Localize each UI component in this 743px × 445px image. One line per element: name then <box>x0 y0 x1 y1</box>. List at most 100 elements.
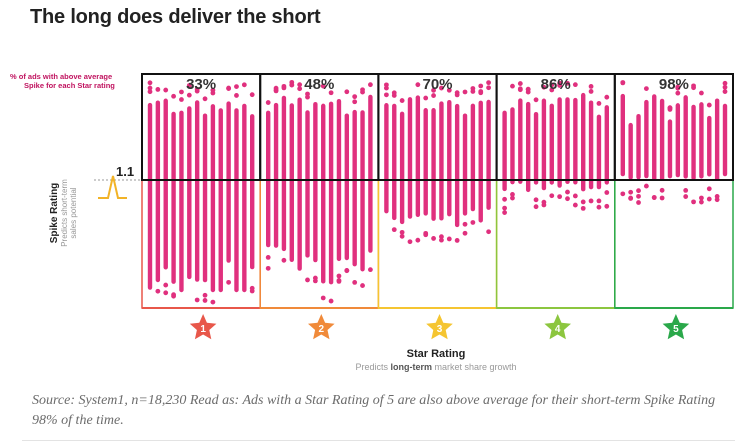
point-2-7-3 <box>312 278 318 284</box>
point-4-14-2 <box>604 203 610 209</box>
point-4-5-2 <box>533 197 539 203</box>
point-4-14-3 <box>604 190 610 195</box>
point-4-13-2 <box>596 198 602 204</box>
point-3-11-1 <box>462 89 468 95</box>
star-label-1: 1 <box>200 324 206 335</box>
point-2-5-3 <box>297 86 303 92</box>
point-5-14-1 <box>722 84 728 90</box>
point-3-13-3 <box>478 90 484 96</box>
point-3-13-2 <box>478 83 484 89</box>
point-4-6-3 <box>541 202 547 208</box>
point-5-12-2 <box>706 196 712 202</box>
point-1-9-2 <box>210 90 216 96</box>
point-5-3-1 <box>636 193 641 199</box>
point-1-14-2 <box>249 288 255 294</box>
star-label-5: 5 <box>673 324 679 335</box>
point-1-8-1 <box>202 298 208 303</box>
point-2-1-1 <box>265 100 271 105</box>
point-3-14-3 <box>486 229 491 235</box>
point-1-7-1 <box>194 297 200 303</box>
point-2-9-2 <box>328 90 334 96</box>
point-2-12-2 <box>352 280 358 285</box>
point-4-12-2 <box>588 89 594 94</box>
star-4-icon <box>544 314 571 340</box>
point-1-1-1 <box>147 89 153 95</box>
star-label-4: 4 <box>555 324 561 335</box>
point-1-3-1 <box>163 282 169 288</box>
point-1-8-2 <box>202 292 208 298</box>
point-2-3-2 <box>281 257 287 263</box>
star-5-icon <box>662 314 690 340</box>
point-4-7-2 <box>549 82 555 88</box>
point-5-8-1 <box>675 90 681 96</box>
point-2-10-2 <box>336 273 342 279</box>
point-4-1-2 <box>502 205 507 211</box>
point-1-11-3 <box>226 279 232 285</box>
spike-icon <box>98 175 127 199</box>
point-1-6-2 <box>186 83 192 89</box>
chart-caption: Source: System1, n=18,230 Read as: Ads w… <box>32 393 716 428</box>
point-4-11-2 <box>580 199 586 205</box>
point-4-1-1 <box>502 210 507 215</box>
point-4-5-1 <box>533 97 539 103</box>
point-3-8-3 <box>439 234 444 240</box>
top-note-line2: Spike for each Star rating <box>24 81 115 90</box>
point-1-3-3 <box>163 290 169 296</box>
point-3-6-3 <box>423 232 429 238</box>
point-5-12-3 <box>706 102 712 108</box>
point-1-5-1 <box>179 97 184 102</box>
point-1-12-1 <box>234 93 239 98</box>
point-4-8-3 <box>557 80 563 86</box>
star-label-2: 2 <box>319 324 325 335</box>
point-1-11-2 <box>226 85 232 91</box>
percent-label-3: 70% <box>422 76 452 93</box>
point-4-12-3 <box>588 198 594 204</box>
point-2-6-2 <box>305 94 310 100</box>
point-3-1-3 <box>384 82 389 88</box>
point-3-7-1 <box>431 87 436 93</box>
point-3-2-3 <box>391 93 397 98</box>
point-5-14-2 <box>722 89 728 94</box>
point-3-2-1 <box>391 227 397 233</box>
point-5-6-1 <box>659 195 665 201</box>
point-3-14-1 <box>486 85 491 91</box>
point-4-9-2 <box>565 189 570 195</box>
percent-label-5: 98% <box>659 76 689 93</box>
point-4-14-1 <box>604 94 610 100</box>
point-2-10-3 <box>336 278 342 283</box>
bottom-divider <box>22 440 735 441</box>
point-1-12-3 <box>234 84 239 90</box>
point-1-5-3 <box>179 89 184 95</box>
point-1-4-2 <box>171 93 176 99</box>
point-2-2-3 <box>273 88 279 94</box>
x-axis-title: Star Rating <box>407 348 466 360</box>
point-2-13-2 <box>360 87 365 93</box>
point-5-9-1 <box>683 194 689 199</box>
point-3-10-2 <box>454 238 460 243</box>
point-5-11-3 <box>699 90 704 96</box>
x-axis-subtitle: Predicts long-term market share growth <box>355 362 516 372</box>
point-5-1-3 <box>620 80 626 85</box>
star-label-3: 3 <box>437 324 443 335</box>
point-4-2-1 <box>510 195 515 201</box>
above-average-box-5 <box>613 73 734 181</box>
point-5-10-2 <box>691 199 696 205</box>
spike-vs-star-chart: % of ads with above average Spike for ea… <box>0 58 743 388</box>
point-3-12-2 <box>470 86 476 91</box>
point-5-2-3 <box>628 195 634 201</box>
point-2-12-3 <box>352 94 358 100</box>
point-4-9-3 <box>565 196 570 202</box>
point-5-13-2 <box>714 197 720 203</box>
point-1-14-3 <box>249 92 255 98</box>
point-3-1-2 <box>384 92 389 98</box>
point-1-3-2 <box>163 87 169 93</box>
point-4-4-3 <box>525 87 531 92</box>
reference-value-label: 1.1 <box>116 164 134 179</box>
point-4-8-1 <box>557 194 563 200</box>
point-5-7-3 <box>667 105 673 111</box>
point-2-13-3 <box>360 283 365 288</box>
point-1-13-2 <box>241 82 247 88</box>
point-5-6-3 <box>659 187 665 193</box>
point-4-3-2 <box>517 87 523 93</box>
point-2-3-3 <box>281 83 287 89</box>
